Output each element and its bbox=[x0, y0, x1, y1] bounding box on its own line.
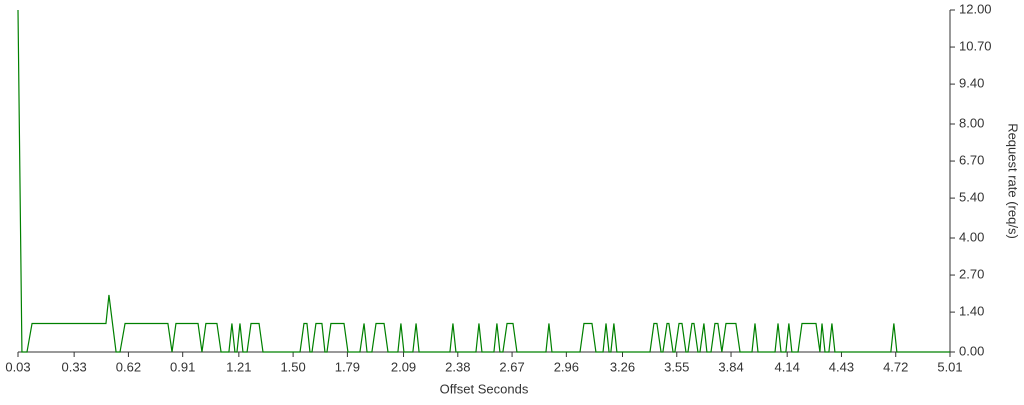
y-tick-label: 6.70 bbox=[959, 152, 984, 167]
data-line bbox=[17, 9, 950, 353]
x-tick-label: 1.50 bbox=[280, 359, 305, 374]
x-tick-label: 2.96 bbox=[554, 359, 579, 374]
x-tick-label: 5.01 bbox=[937, 359, 962, 374]
x-tick-label: 3.26 bbox=[610, 359, 635, 374]
x-axis-title: Offset Seconds bbox=[440, 381, 529, 396]
x-tick-label: 1.21 bbox=[226, 359, 251, 374]
x-tick-label: 2.09 bbox=[391, 359, 416, 374]
y-tick-label: 2.70 bbox=[959, 266, 984, 281]
y-tick-label: 10.70 bbox=[959, 38, 992, 53]
y-tick-label: 5.40 bbox=[959, 190, 984, 205]
x-tick-label: 4.43 bbox=[829, 359, 854, 374]
y-axis-title: Request rate (req/s) bbox=[1006, 123, 1021, 239]
x-tick-label: 0.91 bbox=[170, 359, 195, 374]
x-tick-label: 2.67 bbox=[499, 359, 524, 374]
y-tick-label: 0.00 bbox=[959, 343, 984, 358]
x-tick-label: 0.62 bbox=[116, 359, 141, 374]
x-tick-label: 4.14 bbox=[775, 359, 800, 374]
x-tick-label: 4.72 bbox=[883, 359, 908, 374]
x-tick-label: 0.03 bbox=[5, 359, 30, 374]
y-tick-label: 4.00 bbox=[959, 229, 984, 244]
x-tick-label: 3.55 bbox=[664, 359, 689, 374]
y-tick-label: 12.00 bbox=[959, 1, 992, 16]
x-tick-label: 2.38 bbox=[445, 359, 470, 374]
y-tick-label: 8.00 bbox=[959, 115, 984, 130]
x-tick-label: 0.33 bbox=[61, 359, 86, 374]
x-tick-label: 1.79 bbox=[335, 359, 360, 374]
y-tick-label: 9.40 bbox=[959, 76, 984, 91]
y-tick-label: 1.40 bbox=[959, 304, 984, 319]
x-tick-label: 3.84 bbox=[718, 359, 743, 374]
